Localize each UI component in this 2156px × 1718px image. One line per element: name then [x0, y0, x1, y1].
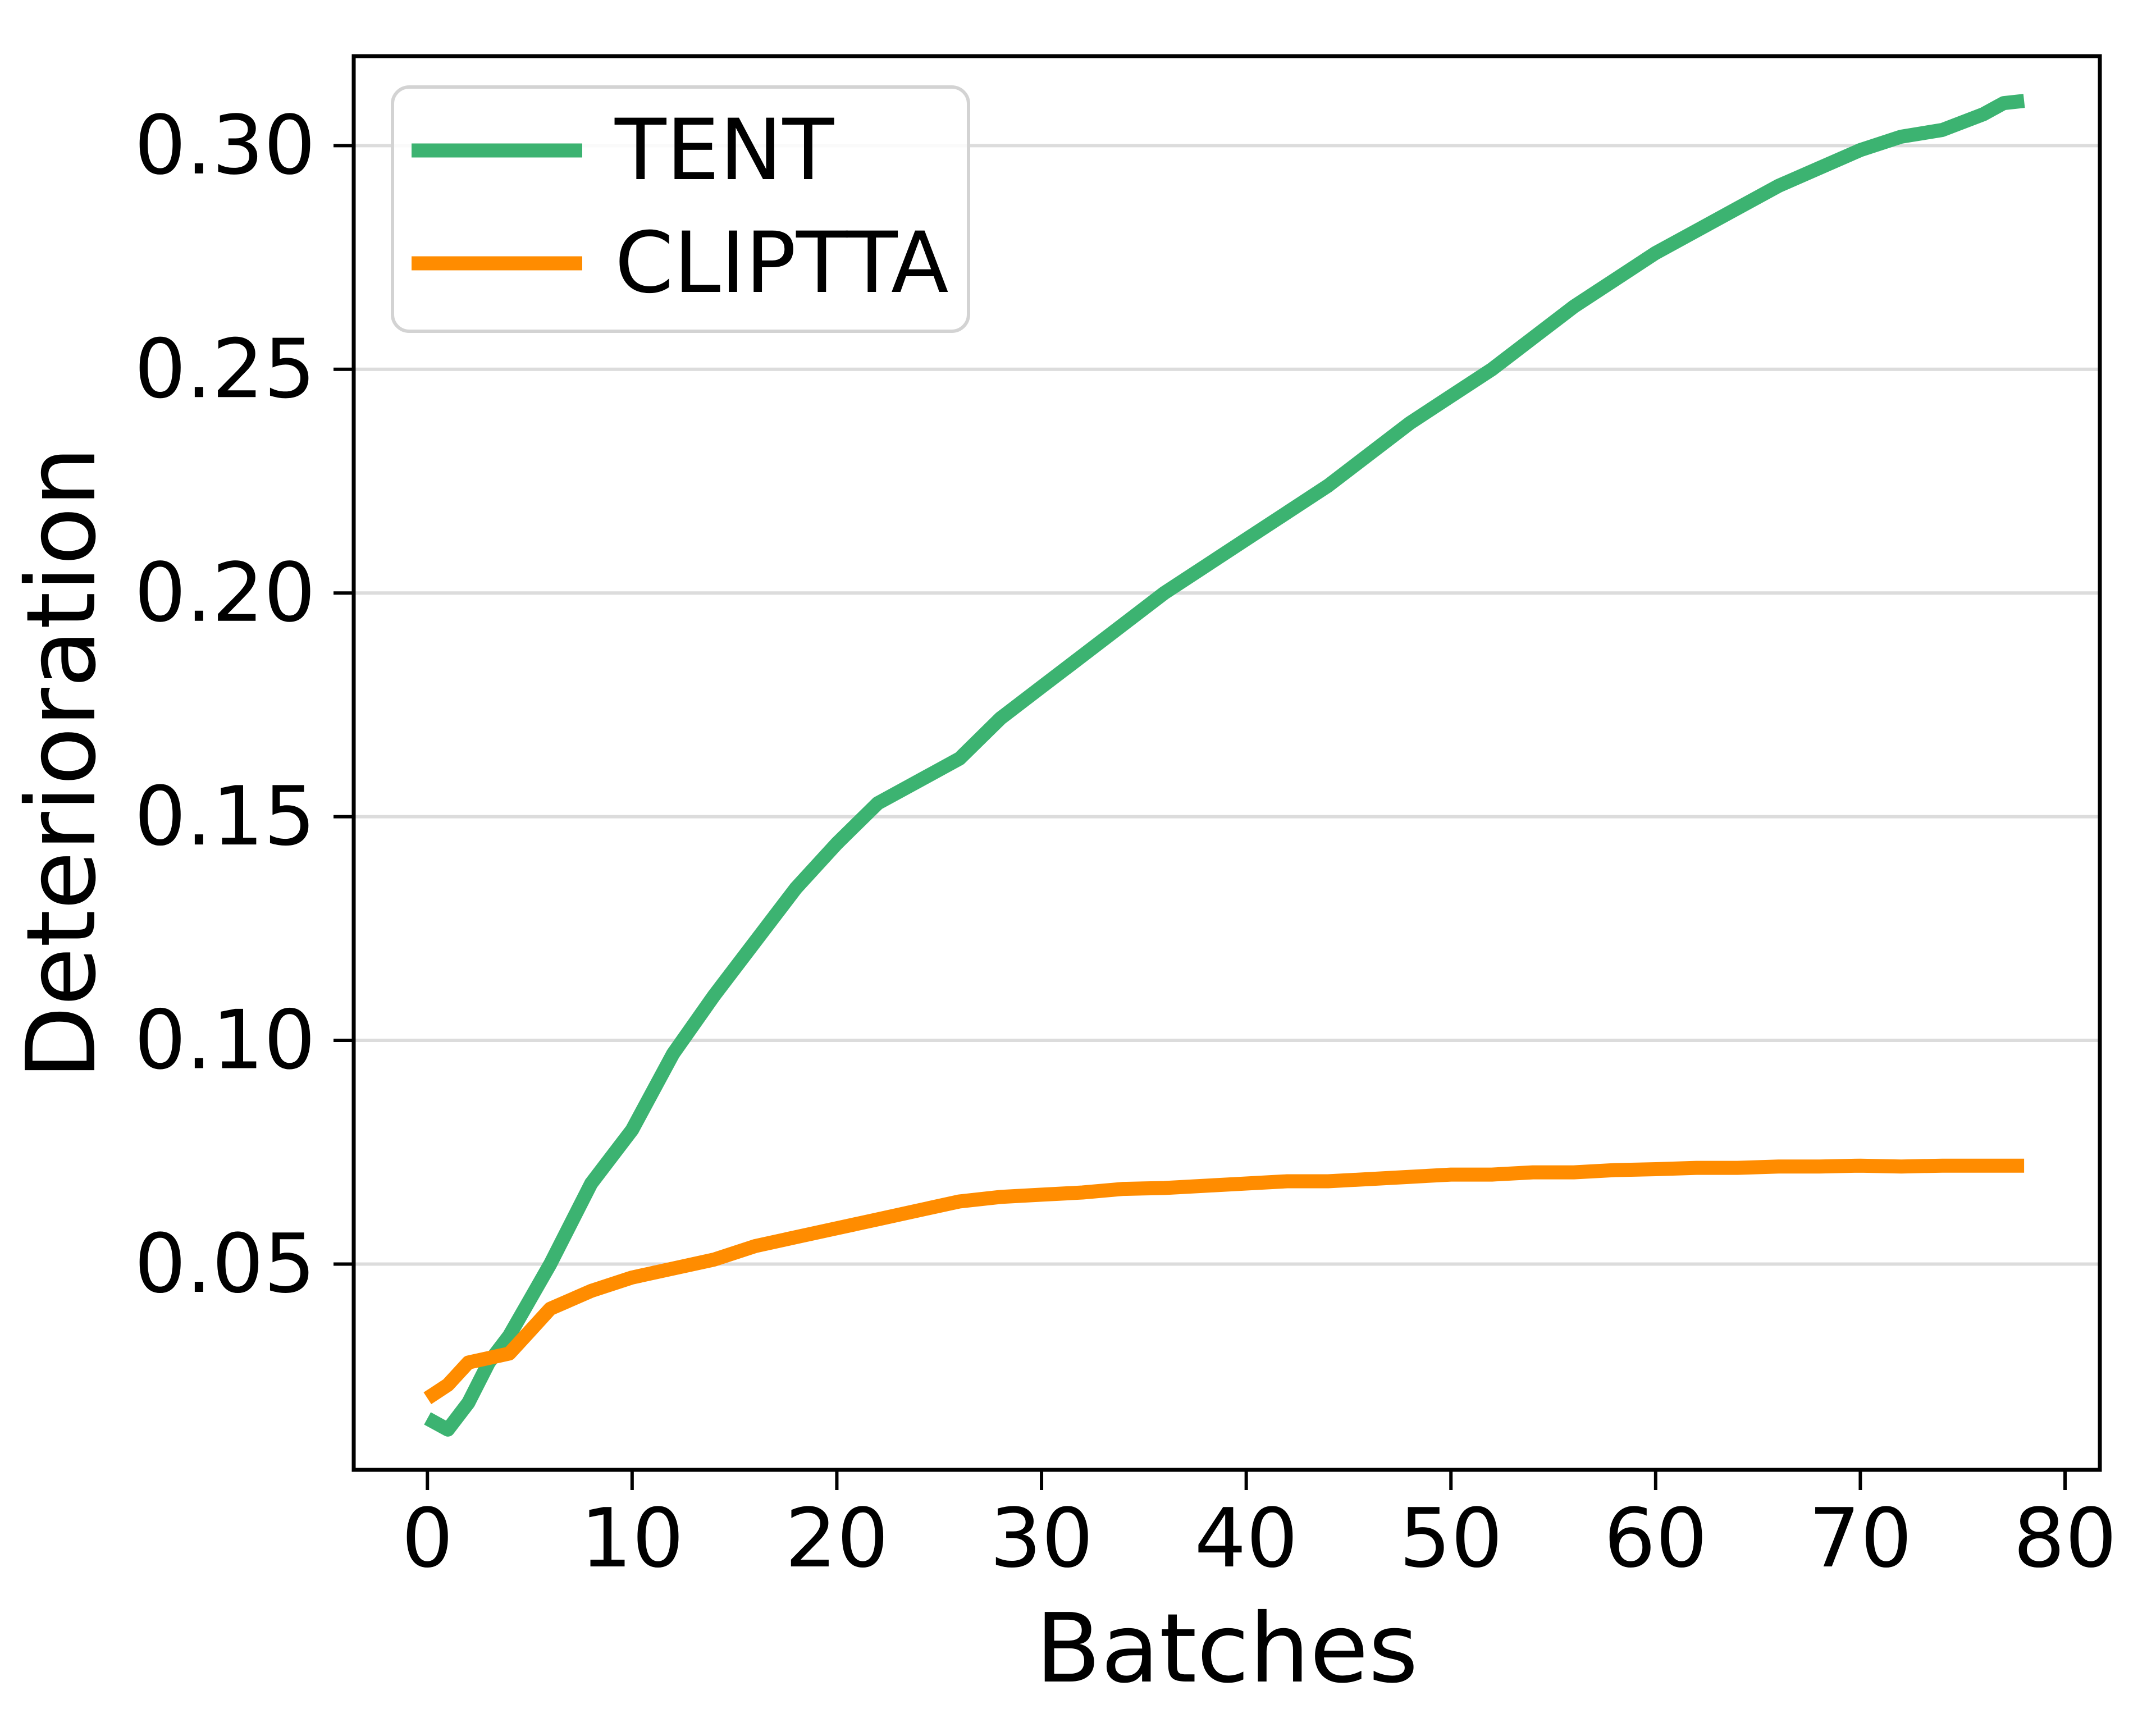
x-tick-label-60: 60 [1604, 1491, 1708, 1586]
x-tick-label-10: 10 [581, 1491, 684, 1586]
x-tick-label-20: 20 [785, 1491, 889, 1586]
x-tick-label-50: 50 [1399, 1491, 1503, 1586]
y-axis-label: Deterioration [6, 446, 117, 1080]
plot-lines [423, 94, 2025, 1437]
x-tick-label-70: 70 [1808, 1491, 1912, 1586]
x-tick-label-80: 80 [2013, 1491, 2117, 1586]
series-line-tent [424, 94, 2025, 1437]
y-tick-label-0.20: 0.20 [134, 546, 316, 641]
legend: TENT CLIPTTA [391, 85, 970, 333]
y-tick-label-0.10: 0.10 [134, 993, 316, 1088]
x-axis: 0 10 20 30 40 50 60 70 80 [401, 1470, 2117, 1586]
legend-label-tent: TENT [614, 102, 835, 199]
y-axis: 0.05 0.10 0.15 0.20 0.25 0.30 [134, 98, 354, 1312]
y-tick-label-0.15: 0.15 [134, 769, 316, 864]
x-tick-label-40: 40 [1194, 1491, 1298, 1586]
series-line-cliptta [423, 1158, 2025, 1404]
x-tick-label-0: 0 [401, 1491, 453, 1586]
x-tick-label-30: 30 [990, 1491, 1094, 1586]
legend-label-cliptta: CLIPTTA [615, 214, 949, 312]
y-tick-label-0.25: 0.25 [134, 322, 316, 417]
y-tick-label-0.30: 0.30 [134, 98, 316, 193]
x-axis-label: Batches [1035, 1593, 1418, 1705]
y-tick-label-0.05: 0.05 [134, 1217, 316, 1312]
plot-border [351, 54, 2102, 1472]
